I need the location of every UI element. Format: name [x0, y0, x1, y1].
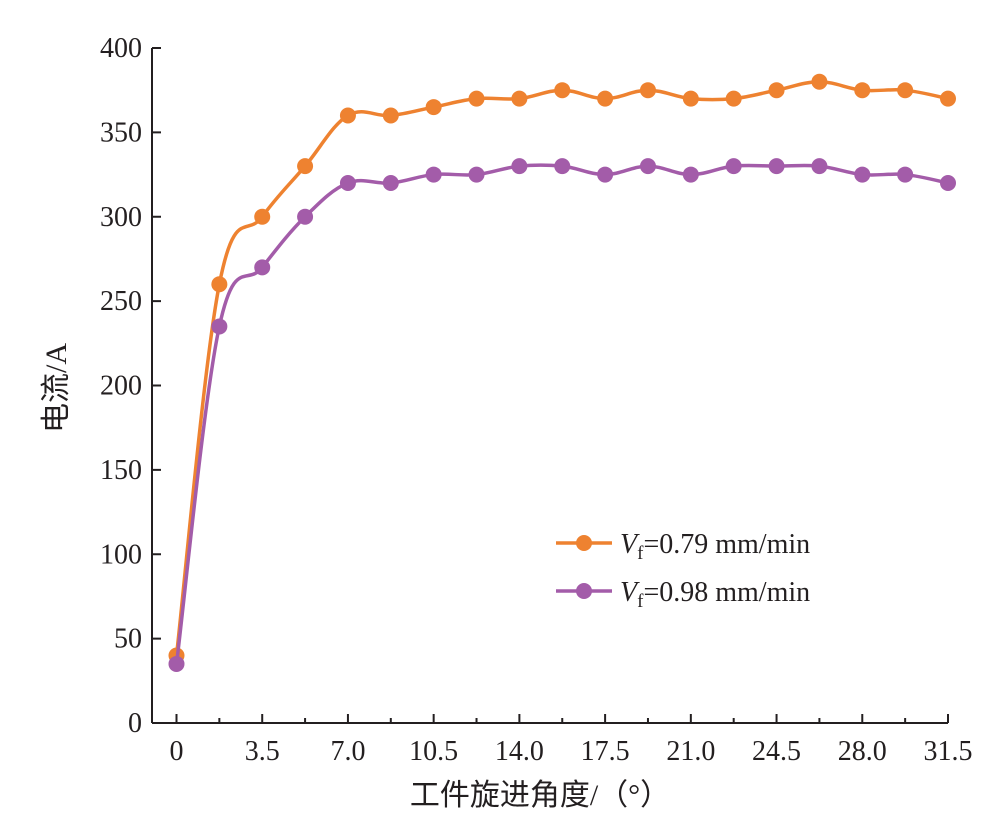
series-1-point	[768, 82, 785, 99]
series-2-point	[897, 166, 914, 183]
series-1-point	[682, 90, 699, 107]
series-2-point	[940, 175, 956, 191]
series-2-point	[511, 158, 528, 175]
series-1-point	[897, 82, 914, 99]
x-tick-label: 7.0	[330, 736, 365, 767]
series-1-point	[425, 99, 442, 116]
series-2-point	[211, 318, 228, 335]
series-1-point	[382, 107, 399, 124]
series-2-point	[425, 166, 442, 183]
series-2-point	[811, 158, 828, 175]
y-tick-label: 100	[100, 539, 142, 570]
x-ticks: 0 3.5 7.0 10.5 14.0 17.5 21.0 24.5 28.0 31.5	[169, 714, 973, 767]
x-tick-label: 21.0	[666, 736, 715, 767]
x-axis-title: 工件旋进角度/（°）	[410, 779, 670, 812]
series-2-point	[297, 208, 314, 225]
series-1	[168, 73, 956, 664]
x-tick-label: 14.0	[495, 736, 544, 767]
series-1-point	[211, 276, 228, 293]
series-2-point	[682, 166, 699, 183]
x-tick-label: 0	[169, 736, 183, 767]
legend: Vf=0.79 mm/min Vf=0.98 mm/min	[556, 529, 810, 612]
series-2-point	[468, 166, 485, 183]
series-2-point	[725, 158, 742, 175]
y-tick-label: 0	[128, 708, 142, 739]
legend-label: Vf=0.79 mm/min	[620, 529, 810, 564]
series-1-point	[554, 82, 571, 99]
series-2-point	[768, 158, 785, 175]
y-tick-label: 300	[100, 202, 142, 233]
series-1-point	[511, 90, 528, 107]
series-1-point	[940, 90, 956, 107]
legend-item: Vf=0.79 mm/min	[556, 529, 810, 564]
series-2-point	[168, 655, 185, 672]
y-tick-label: 250	[100, 286, 142, 317]
series-1-point	[725, 90, 742, 107]
y-tick-label: 400	[100, 33, 142, 64]
series-2	[168, 158, 956, 672]
x-tick-label: 24.5	[752, 736, 801, 767]
series-1-point	[854, 82, 871, 99]
legend-marker	[576, 535, 592, 551]
series-2-line	[174, 163, 949, 665]
series-2-point	[554, 158, 571, 175]
legend-marker	[576, 583, 592, 599]
axes: 0 50 100 150 200 250 300 350 400 0 3.5 7.0 10.5 14.0…	[100, 33, 973, 767]
x-tick-label: 3.5	[245, 736, 280, 767]
y-axis-title: 电流/A	[40, 343, 73, 433]
series-2-point	[639, 158, 656, 175]
series-2-point	[254, 259, 271, 276]
y-tick-label: 200	[100, 371, 142, 402]
series-1-point	[597, 90, 614, 107]
y-tick-label: 350	[100, 117, 142, 148]
series-2-point	[854, 166, 871, 183]
series-layer	[168, 73, 956, 672]
legend-item: Vf=0.98 mm/min	[556, 577, 810, 612]
series-1-point	[639, 82, 656, 99]
x-tick-label: 28.0	[838, 736, 887, 767]
y-tick-label: 50	[114, 624, 142, 655]
series-1-point	[254, 208, 271, 225]
series-2-point	[339, 175, 356, 191]
series-1-point	[339, 107, 356, 124]
y-tick-label: 150	[100, 455, 142, 486]
series-2-point	[382, 175, 399, 191]
series-1-point	[468, 90, 485, 107]
y-ticks: 0 50 100 150 200 250 300 350 400	[100, 33, 161, 739]
series-1-point	[811, 73, 828, 90]
series-1-point	[297, 158, 314, 175]
x-tick-label: 17.5	[581, 736, 630, 767]
x-tick-label: 10.5	[409, 736, 458, 767]
legend-label: Vf=0.98 mm/min	[620, 577, 810, 612]
series-2-point	[597, 166, 614, 183]
x-tick-label: 31.5	[924, 736, 973, 767]
